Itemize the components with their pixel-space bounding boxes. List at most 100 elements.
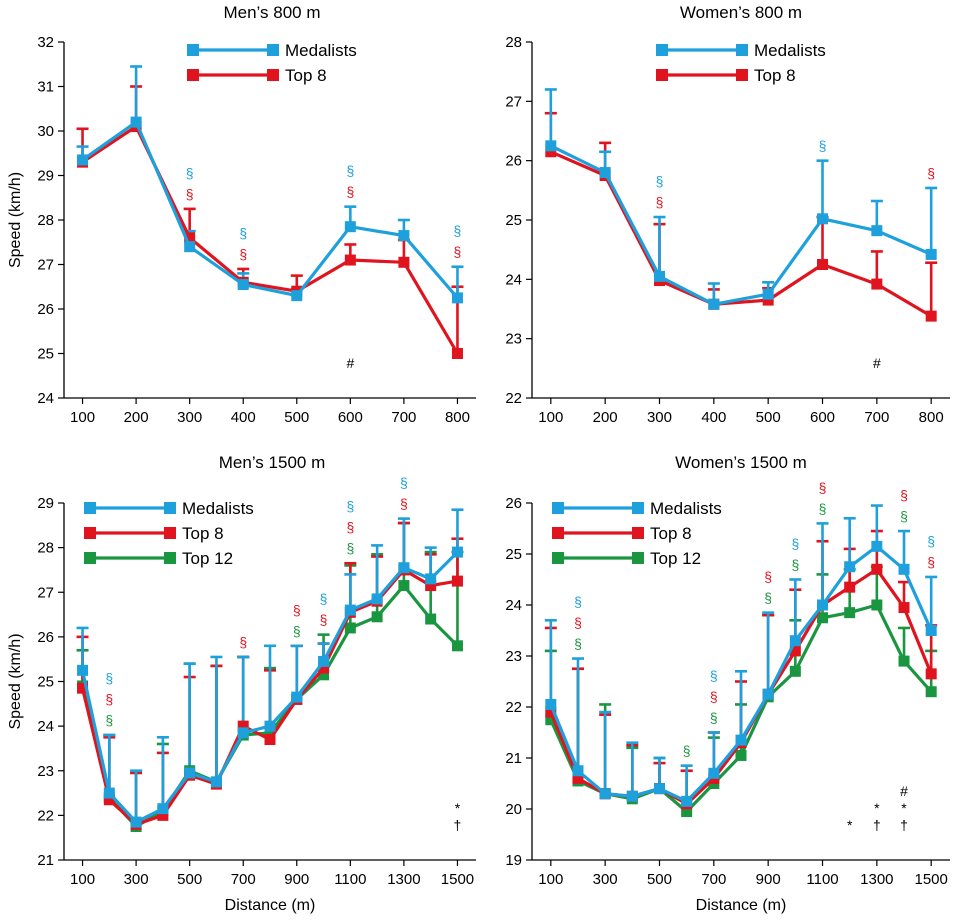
- significance-mark: §: [927, 165, 935, 181]
- legend-marker: [656, 44, 668, 56]
- data-point: [762, 294, 774, 306]
- data-point: [77, 664, 89, 676]
- legend-label: Top 8: [285, 66, 327, 85]
- legend-label: Top 12: [650, 549, 701, 568]
- x-tick-label: 800: [919, 409, 944, 426]
- x-tick-label: 500: [284, 409, 309, 426]
- data-point: [545, 706, 557, 718]
- data-point: [451, 348, 463, 359]
- significance-mark: §: [819, 500, 827, 516]
- data-point: [318, 669, 330, 681]
- x-tick-label: 300: [593, 871, 618, 888]
- data-point: [898, 563, 910, 575]
- chart-panel-3: Men’s 1500 m 21 22 23 24 25 26 27 28 29 100 300 500 7…: [7, 453, 476, 914]
- y-axis-label: Speed (km/h): [7, 172, 24, 268]
- data-point: [157, 809, 169, 821]
- data-point: [681, 806, 693, 818]
- data-point: [77, 682, 89, 694]
- data-point: [817, 612, 829, 624]
- data-point: [762, 288, 774, 300]
- data-point: [318, 655, 330, 667]
- data-point: [789, 645, 801, 657]
- y-tick-label: 27: [505, 93, 522, 110]
- significance-mark: §: [105, 691, 113, 707]
- data-point: [264, 734, 276, 746]
- x-tick-label: 600: [338, 409, 363, 426]
- legend-marker: [164, 552, 176, 564]
- legend-label: Top 8: [754, 66, 796, 85]
- panel-title: Men’s 800 m: [223, 3, 320, 22]
- y-tick-label: 22: [37, 807, 54, 824]
- data-point: [184, 232, 196, 244]
- series-line: [81, 120, 459, 299]
- y-tick-label: 26: [505, 495, 522, 512]
- legend-marker: [164, 527, 176, 539]
- data-point: [398, 256, 410, 268]
- data-point: [184, 241, 196, 253]
- x-tick-label: 1500: [441, 871, 474, 888]
- significance-mark: §: [186, 165, 194, 181]
- significance-mark: §: [346, 498, 354, 514]
- data-point: [264, 720, 276, 732]
- data-point: [77, 154, 89, 166]
- data-point: [425, 573, 437, 585]
- x-tick-label: 700: [391, 409, 416, 426]
- x-tick-label: 200: [593, 409, 618, 426]
- significance-mark: §: [239, 225, 247, 241]
- data-point: [925, 310, 937, 322]
- legend-marker: [84, 552, 96, 564]
- significance-mark: §: [346, 540, 354, 556]
- data-point: [344, 254, 356, 266]
- legend-marker: [84, 502, 96, 514]
- y-tick-label: 28: [505, 34, 522, 51]
- significance-mark: §: [186, 186, 194, 202]
- significance-mark: §: [293, 602, 301, 618]
- post-hoc-mark: †: [454, 817, 462, 833]
- legend-label: Medalists: [285, 41, 357, 60]
- significance-mark: §: [656, 194, 664, 210]
- x-tick-label: 400: [701, 409, 726, 426]
- significance-mark: §: [346, 519, 354, 535]
- legend-marker: [267, 44, 279, 56]
- series-line: [550, 144, 932, 306]
- x-tick-label: 700: [701, 871, 726, 888]
- data-point: [237, 727, 249, 739]
- legend-marker: [187, 44, 199, 56]
- data-point: [398, 562, 410, 574]
- data-point: [318, 662, 330, 674]
- post-hoc-mark: *: [874, 800, 880, 816]
- data-point: [210, 776, 222, 788]
- data-point: [681, 795, 693, 807]
- significance-mark: §: [683, 743, 691, 759]
- y-tick-label: 23: [37, 763, 54, 780]
- significance-mark: §: [764, 569, 772, 585]
- significance-mark: §: [710, 668, 718, 684]
- y-tick-label: 20: [505, 801, 522, 818]
- data-point: [545, 698, 557, 710]
- y-tick-label: 25: [37, 674, 54, 691]
- data-point: [398, 230, 410, 242]
- data-point: [871, 225, 883, 237]
- data-point: [735, 749, 747, 761]
- data-point: [291, 691, 303, 703]
- data-point: [762, 688, 774, 700]
- y-tick-label: 28: [37, 212, 54, 229]
- data-point: [344, 604, 356, 616]
- legend-label: Medalists: [182, 499, 254, 518]
- significance-mark: §: [791, 536, 799, 552]
- panel-title: Women’s 1500 m: [675, 453, 807, 472]
- x-tick-label: 600: [810, 409, 835, 426]
- legend-marker: [187, 69, 199, 81]
- data-point: [572, 772, 584, 784]
- y-tick-label: 27: [37, 584, 54, 601]
- data-point: [817, 259, 829, 270]
- significance-mark: §: [346, 184, 354, 200]
- data-point: [844, 561, 856, 573]
- data-point: [925, 668, 937, 680]
- y-tick-label: 24: [37, 718, 54, 735]
- post-hoc-mark: *: [901, 800, 907, 816]
- y-tick-label: 26: [37, 301, 54, 318]
- significance-mark: §: [239, 246, 247, 262]
- data-point: [545, 146, 557, 158]
- significance-mark: §: [454, 223, 462, 239]
